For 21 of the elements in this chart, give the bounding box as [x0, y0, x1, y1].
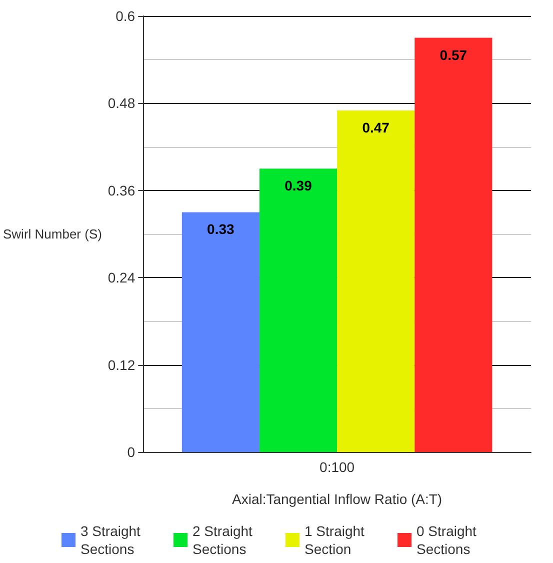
y-tick-label: 0.36: [108, 182, 136, 198]
bar: [259, 168, 338, 452]
legend-label: 0 Straight Sections: [416, 523, 480, 557]
data-label: 0.47: [362, 119, 390, 136]
data-label: 0.57: [440, 46, 468, 63]
x-axis-title: Axial:Tangential Inflow Ratio (A:T): [232, 491, 442, 507]
y-tick-label: 0.48: [108, 95, 136, 112]
data-label: 0.33: [207, 221, 235, 238]
legend-label: 1 Straight Section: [304, 523, 368, 557]
y-tick-label: 0: [127, 444, 136, 460]
bar: [337, 110, 415, 452]
y-tick-label: 0.6: [116, 8, 136, 24]
bar: [182, 212, 260, 452]
bar: [414, 38, 492, 452]
y-axis-title: Swirl Number (S): [2, 226, 102, 242]
data-label: 0.39: [284, 178, 312, 194]
legend-label: 3 Straight Sections: [80, 523, 144, 557]
y-tick-label: 0.24: [108, 270, 136, 286]
x-tick-label: 0:100: [320, 459, 355, 475]
legend-label: 2 Straight Sections: [192, 523, 256, 557]
y-tick-label: 0.12: [108, 356, 136, 373]
